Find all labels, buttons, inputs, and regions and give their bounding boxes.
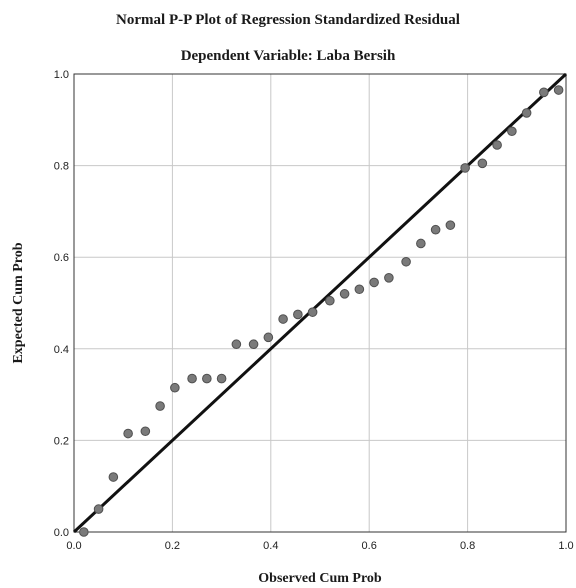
data-point — [278, 314, 288, 324]
data-point — [202, 373, 212, 384]
y-tick-label: 0.6 — [54, 252, 69, 264]
chart-title: Normal P-P Plot of Regression Standardiz… — [116, 12, 460, 28]
x-tick-label: 1.0 — [558, 540, 573, 552]
data-point — [123, 428, 133, 439]
data-point — [231, 339, 242, 350]
plot-frame — [73, 73, 567, 533]
data-point — [339, 289, 350, 299]
y-axis-ticks: 0.0 0.2 0.4 0.6 0.8 1.0 — [54, 69, 69, 539]
data-point — [325, 295, 335, 306]
data-point — [216, 373, 227, 384]
data-point — [155, 401, 165, 411]
data-point — [140, 426, 151, 437]
data-point — [307, 307, 318, 317]
data-point — [477, 158, 488, 169]
data-point — [170, 382, 180, 393]
data-point — [79, 527, 89, 537]
x-tick-label: 0.8 — [460, 540, 475, 552]
data-point — [187, 373, 197, 384]
chart-subtitle: Dependent Variable: Laba Bersih — [180, 48, 396, 64]
data-point — [445, 220, 456, 230]
data-point — [93, 504, 104, 514]
data-point — [354, 284, 365, 295]
x-tick-label: 0.0 — [66, 540, 81, 552]
data-point — [248, 339, 259, 350]
data-point — [460, 163, 470, 173]
y-axis-label: Expected Cum Prob — [11, 242, 26, 363]
data-point — [416, 238, 426, 249]
data-points — [79, 85, 564, 537]
data-point — [507, 126, 517, 137]
y-tick-label: 0.8 — [54, 161, 69, 173]
y-tick-label: 0.0 — [54, 527, 69, 539]
data-point — [521, 108, 532, 118]
data-point — [108, 472, 119, 482]
y-tick-label: 0.2 — [54, 435, 69, 447]
data-point — [539, 87, 549, 98]
x-axis-label: Observed Cum Prob — [258, 571, 382, 586]
x-axis-ticks: 0.0 0.2 0.4 0.6 0.8 1.0 — [66, 540, 573, 552]
x-tick-label: 0.6 — [362, 540, 377, 552]
data-point — [293, 309, 303, 320]
data-point — [369, 277, 379, 288]
data-point — [263, 332, 274, 343]
data-point — [492, 140, 502, 150]
y-tick-label: 1.0 — [54, 69, 69, 81]
data-point — [384, 273, 394, 283]
y-tick-label: 0.4 — [54, 344, 69, 356]
data-point — [553, 85, 564, 95]
x-tick-label: 0.2 — [165, 540, 180, 552]
x-tick-label: 0.4 — [263, 540, 278, 552]
reference-line — [72, 72, 568, 534]
data-point — [430, 224, 441, 235]
data-point — [401, 256, 411, 267]
